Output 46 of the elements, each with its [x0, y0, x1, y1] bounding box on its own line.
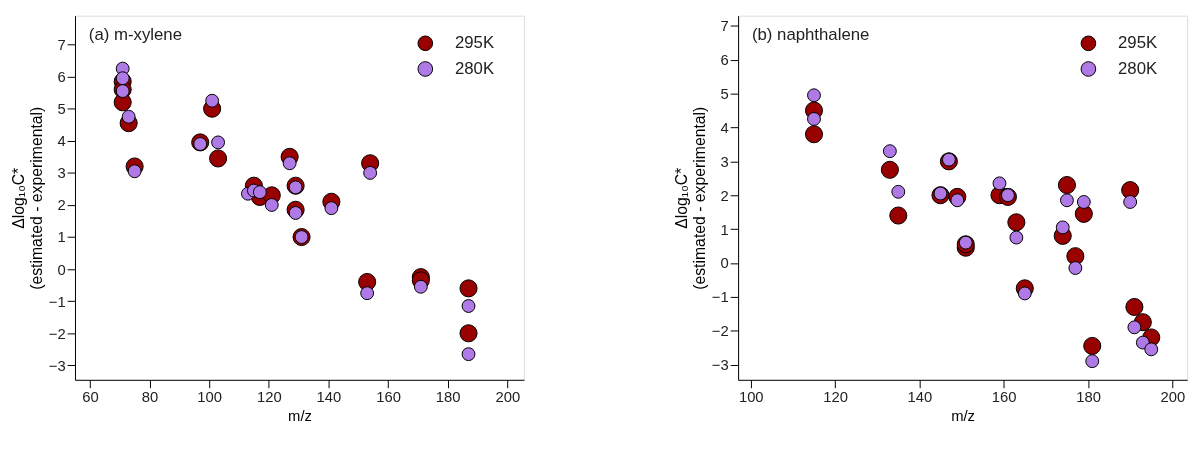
y-tick-label: 4: [720, 119, 729, 136]
x-tick-label: 200: [495, 389, 521, 406]
y-tick-label: 6: [57, 69, 66, 86]
y-tick-label: 0: [720, 255, 729, 272]
y-tick-label: 7: [720, 18, 729, 35]
legend-label: 295K: [1118, 33, 1158, 53]
y-axis-title: Δlog₁₀C* (estimated - experimental): [673, 106, 708, 290]
x-tick-label: 100: [197, 389, 222, 406]
y-tick-label: −1: [711, 289, 729, 306]
x-tick-label: 120: [823, 389, 848, 406]
y-tick-label: −2: [48, 325, 66, 342]
y-axis-title: Δlog₁₀C* (estimated - experimental): [10, 106, 45, 290]
y-tick-label: 5: [720, 86, 729, 103]
y-tick-label: −2: [711, 323, 729, 340]
x-tick-label: 160: [376, 389, 401, 406]
y-tick-label: 1: [57, 229, 66, 246]
legend-label: 280K: [1118, 58, 1158, 78]
y-tick-label: 7: [57, 36, 66, 53]
x-tick-label: 160: [991, 389, 1017, 406]
x-tick-label: 140: [316, 389, 342, 406]
text: (b) naphthalene: [751, 25, 870, 45]
x-tick-label: 140: [907, 389, 933, 406]
y-tick-label: 6: [720, 52, 729, 69]
x-tick-label: 180: [1076, 389, 1101, 406]
y-tick-label: 2: [57, 197, 66, 214]
x-tick-label: 120: [256, 389, 282, 406]
y-tick-label: −1: [48, 293, 66, 310]
text: (a) m-xylene: [88, 25, 182, 45]
x-tick-label: 100: [738, 389, 764, 406]
y-tick-label: 2: [720, 187, 729, 204]
x-tick-label: 60: [82, 389, 99, 406]
x-axis-title: m/z: [951, 407, 976, 424]
y-tick-label: 5: [57, 101, 66, 118]
x-tick-label: 80: [141, 389, 159, 406]
x-axis-title: m/z: [288, 407, 312, 424]
y-tick-label: 3: [720, 153, 729, 170]
x-tick-label: 200: [1160, 389, 1186, 406]
y-tick-label: −3: [48, 357, 66, 374]
y-tick-label: 4: [57, 133, 66, 150]
y-tick-label: 0: [57, 261, 66, 278]
legend-label: 280K: [454, 58, 495, 78]
y-tick-label: −3: [711, 356, 729, 373]
y-tick-label: 3: [57, 165, 66, 182]
legend-label: 295K: [454, 33, 495, 53]
y-tick-label: 1: [720, 221, 729, 238]
x-tick-label: 180: [435, 389, 461, 406]
